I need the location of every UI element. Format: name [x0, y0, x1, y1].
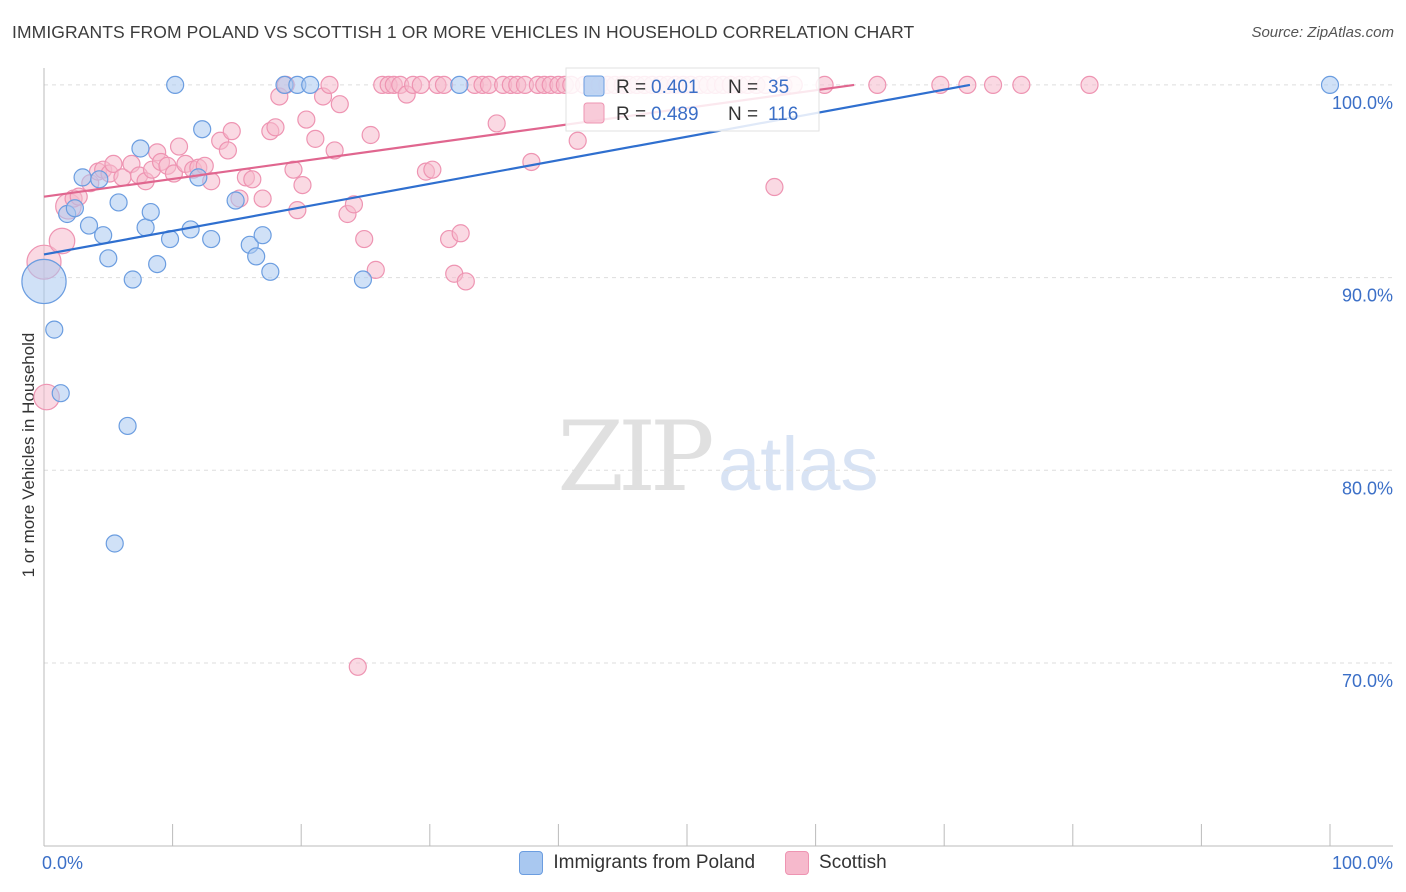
scottish-point [218, 141, 237, 160]
poland-point [189, 168, 208, 187]
poland-point [253, 226, 272, 245]
watermark-zip: ZIP [557, 401, 712, 513]
stats-n-label: N = [728, 104, 758, 125]
scottish-point [306, 129, 325, 148]
scottish-point [1012, 75, 1031, 95]
scottish-point [355, 229, 374, 249]
scottish-point [366, 260, 385, 279]
poland-point [79, 216, 99, 235]
scottish-point [293, 175, 312, 195]
source-credit: Source: ZipAtlas.com [1251, 24, 1394, 41]
poland-point [226, 191, 245, 210]
poland-point [90, 170, 109, 189]
scottish-point [48, 227, 76, 255]
poland-point [21, 258, 67, 305]
poland-point [450, 75, 469, 95]
poland-point [51, 384, 70, 403]
stats-r-label: R = [616, 77, 646, 98]
scottish-point [411, 75, 430, 95]
y-tick-label: 70.0% [1342, 671, 1393, 691]
poland-point [353, 270, 373, 289]
scottish-point [253, 189, 272, 208]
y-tick-label: 90.0% [1342, 286, 1393, 306]
stats-r-value: 0.401 [651, 77, 699, 98]
scottish-point [330, 95, 349, 114]
scottish-point [522, 152, 541, 172]
scottish-point [320, 75, 339, 95]
poland-point [141, 202, 160, 222]
poland-point [118, 416, 137, 436]
stats-box [565, 67, 820, 132]
poland-point [136, 218, 155, 237]
scottish-point [325, 141, 344, 160]
poland-point [261, 262, 280, 281]
scottish-point [456, 272, 475, 291]
scottish-point [361, 125, 380, 145]
poland-point [99, 249, 118, 268]
stats-r-value: 0.489 [651, 104, 699, 125]
scottish-point [297, 110, 316, 129]
poland-point [109, 193, 128, 212]
x-tick-label: 100.0% [1332, 853, 1393, 873]
scottish-point [344, 195, 364, 214]
scottish-point [868, 75, 887, 95]
scottish-point [1080, 75, 1099, 95]
poland-points [21, 75, 1340, 553]
stats-r-label: R = [616, 104, 646, 125]
y-tick-label: 100.0% [1332, 93, 1393, 113]
scottish-point [104, 154, 123, 174]
chart-title: IMMIGRANTS FROM POLAND VS SCOTTISH 1 OR … [12, 22, 915, 42]
stats-n-label: N = [728, 77, 758, 98]
scottish-point [434, 75, 454, 95]
poland-point [73, 168, 92, 187]
watermark-atlas: atlas [718, 422, 879, 507]
legend-item-poland[interactable]: Immigrants from Poland [519, 851, 755, 875]
poland-point [301, 75, 320, 95]
legend: Immigrants from Poland Scottish [0, 851, 1406, 875]
scottish-point [266, 118, 285, 137]
legend-label-poland: Immigrants from Poland [553, 852, 756, 873]
y-tick-label: 80.0% [1342, 478, 1393, 498]
poland-point [123, 270, 142, 289]
watermark: ZIP atlas [557, 401, 878, 513]
poland-point [105, 534, 124, 553]
stats-n-value: 116 [768, 104, 798, 125]
scottish-point [348, 657, 367, 676]
poland-point [65, 199, 84, 218]
legend-swatch-scottish [785, 851, 810, 875]
scottish-point [983, 75, 1003, 95]
axes [43, 68, 1393, 847]
poland-point [193, 120, 212, 139]
scottish-point [765, 177, 784, 197]
stats-legend: R = 0.401 N = 35 R = 0.489 N = 116 [565, 67, 820, 132]
stats-n-value: 35 [768, 77, 789, 98]
poland-point [131, 139, 150, 158]
poland-point [247, 247, 266, 266]
poland-point [202, 229, 221, 249]
scottish-point [451, 224, 470, 243]
tick-labels: 100.0% 90.0% 80.0% 70.0% 0.0% 100.0% [42, 93, 1393, 873]
x-tick-label: 0.0% [42, 853, 83, 873]
legend-swatch-poland [519, 851, 544, 875]
stats-swatch-scottish [583, 102, 605, 124]
poland-point [45, 320, 64, 339]
scottish-point [487, 114, 506, 133]
legend-item-scottish[interactable]: Scottish [785, 851, 887, 875]
scottish-point [169, 137, 189, 156]
poland-point [1320, 75, 1340, 95]
scottish-points [26, 75, 1099, 676]
poland-point [166, 75, 185, 95]
scottish-point [243, 170, 262, 189]
poland-point [148, 254, 167, 274]
scottish-point [222, 122, 241, 141]
legend-label-scottish: Scottish [819, 852, 887, 873]
scottish-point [568, 131, 587, 150]
stats-swatch-poland [583, 75, 605, 97]
poland-point [94, 226, 113, 245]
scottish-point [423, 160, 442, 179]
